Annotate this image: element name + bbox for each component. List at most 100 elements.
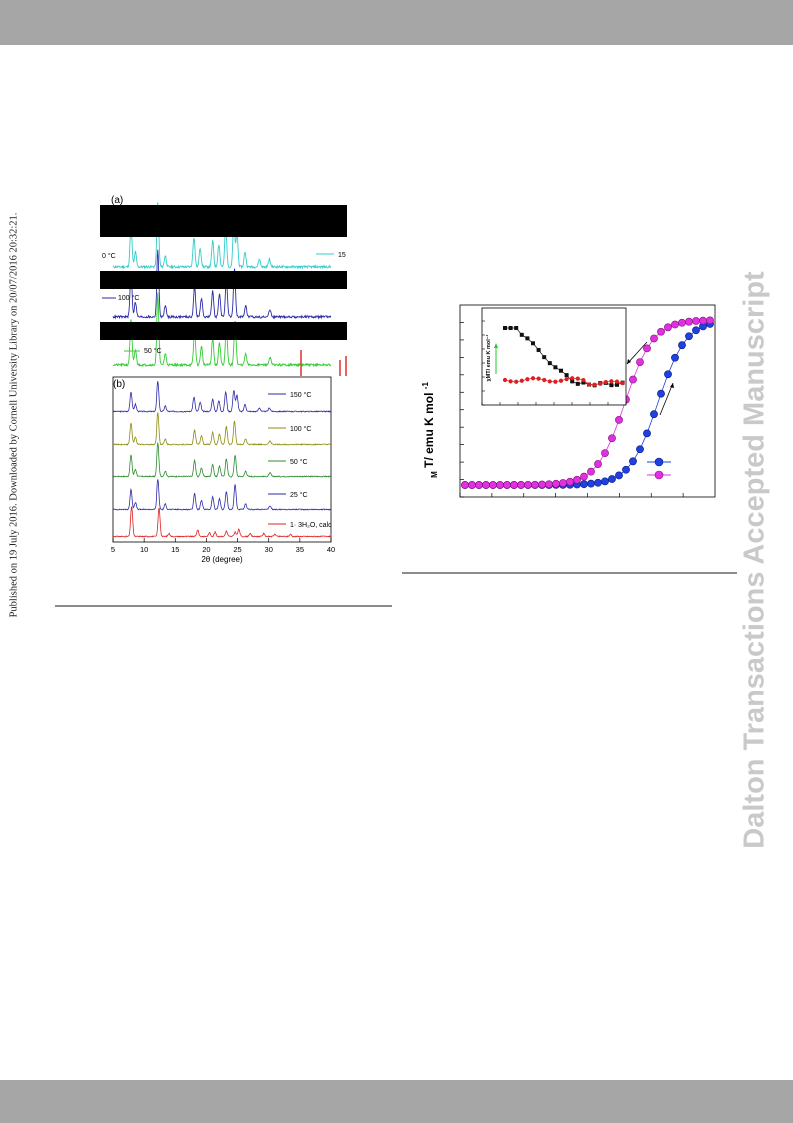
cooling-series-point — [594, 460, 602, 468]
inset-black-point — [564, 373, 569, 378]
cooling-arrow — [626, 341, 648, 365]
cooling-series-point — [559, 479, 567, 487]
footer-bar — [0, 1080, 793, 1123]
inset-frame — [481, 307, 627, 406]
inset-red-point — [553, 379, 558, 384]
y-label-sub: M — [430, 471, 439, 478]
cooling-series-point — [685, 317, 693, 326]
inset-black-point — [553, 365, 558, 370]
heating-series-point — [608, 475, 616, 483]
inset-black-point — [547, 361, 552, 366]
inset-black-point — [514, 326, 519, 330]
y-label-main: T/ emu K mol — [422, 393, 436, 468]
panel-a-label-0: 0 °C — [102, 252, 116, 260]
cooling-series-point — [489, 481, 497, 489]
inset-red-point — [581, 377, 586, 383]
legend-label-4: 1· 3H₂O, calc — [290, 522, 332, 529]
heating-series-point — [580, 480, 588, 489]
inset-red-point — [586, 382, 592, 387]
inset-black-point — [581, 380, 586, 385]
panel-a-label-150: 15 — [338, 252, 346, 259]
cooling-series-point — [496, 481, 504, 489]
heating-series-point — [629, 457, 637, 466]
redaction-bar — [100, 271, 347, 289]
inset-red-point — [547, 379, 552, 384]
cooling-series-point — [657, 327, 665, 336]
x-tick-label: 30 — [265, 545, 273, 554]
heating-series-point — [643, 429, 651, 438]
cooling-series-point — [636, 358, 644, 366]
inset-red-point — [530, 376, 536, 381]
heating-series-point — [594, 478, 602, 487]
left-figure-rule — [55, 605, 392, 607]
inset-red-point — [514, 379, 519, 384]
panel-b-frame — [112, 376, 332, 543]
cooling-series-point — [517, 481, 525, 489]
cooling-series-point — [510, 481, 518, 489]
xrd-series-1 — [112, 412, 332, 446]
inset-red-point — [508, 379, 513, 384]
xrd-series-0 — [112, 381, 331, 413]
inset-red-point — [609, 379, 614, 384]
inset-red-point — [614, 379, 620, 384]
cooling-series-point — [699, 316, 707, 325]
cooling-series-point — [482, 481, 490, 489]
x-tick-label: 25 — [233, 545, 241, 554]
cooling-series-point — [545, 480, 553, 489]
inset-red-point — [620, 380, 625, 386]
inset-y-label: χMT/ emu K mol⁻¹ — [485, 334, 492, 381]
inset-black-point — [531, 341, 535, 346]
xrd-series-3 — [112, 479, 332, 511]
svg-text:M T/ emu K mol -1: M T/ emu K mol -1 — [421, 382, 440, 478]
inset-black-point — [508, 326, 513, 330]
inset-black-point — [503, 326, 507, 330]
cooling-series-point — [461, 481, 469, 489]
cooling-series-point — [671, 320, 679, 329]
x-tick-label: 35 — [296, 545, 304, 554]
inset-black-point — [615, 382, 619, 387]
heating-arrow — [659, 382, 674, 416]
x-tick-label: 5 — [111, 545, 115, 554]
legend-label-1: 100 °C — [290, 425, 311, 433]
heating-series-point — [692, 326, 700, 335]
cooling-series-point — [587, 467, 595, 476]
legend-marker-cooling — [654, 470, 664, 480]
heating-series-point — [678, 341, 686, 350]
inset-red-point — [536, 376, 541, 381]
inset-red-line — [504, 377, 623, 386]
cooling-series-point — [629, 375, 637, 384]
cooling-series-point — [692, 317, 700, 325]
cooling-series-point — [678, 318, 686, 327]
cooling-series-point — [601, 449, 609, 458]
panel-a-trace-2 — [112, 292, 332, 368]
watermark: Dalton Transactions Accepted Manuscript — [735, 230, 775, 890]
inset-black-point — [536, 347, 541, 352]
inset-black-point — [542, 355, 547, 360]
heating-series-point — [657, 389, 665, 398]
x-tick-label: 15 — [171, 545, 179, 554]
main-legend — [647, 457, 671, 480]
inset-black-point — [575, 381, 580, 386]
heating-series-point — [601, 477, 609, 486]
inset-red-point — [603, 380, 608, 385]
magnetic-figure: M T/ emu K mol -1 χMT/ emu K mol⁻¹ — [421, 304, 716, 498]
x-tick-label: 10 — [140, 545, 148, 554]
inset-red-point — [564, 377, 569, 382]
cooling-series-point — [706, 316, 714, 325]
cooling-series-point — [608, 434, 616, 443]
x-tick-label: 40 — [327, 545, 335, 554]
header-bar — [0, 0, 793, 45]
publication-side-note: Published on 19 July 2016. Downloaded by… — [2, 115, 26, 715]
cooling-series-point — [573, 475, 581, 484]
panel-a-label-100: 100 °C — [118, 294, 139, 302]
panel-a-label: (a) — [111, 195, 123, 206]
cooling-series-point — [580, 472, 588, 481]
inset-red-point — [519, 378, 524, 383]
inset-black-point — [559, 368, 563, 373]
cooling-series-point — [524, 480, 532, 489]
cooling-series-point — [615, 416, 623, 424]
cooling-series-point — [664, 323, 672, 332]
cooling-series-point — [468, 481, 476, 489]
cooling-series-point — [643, 344, 651, 353]
